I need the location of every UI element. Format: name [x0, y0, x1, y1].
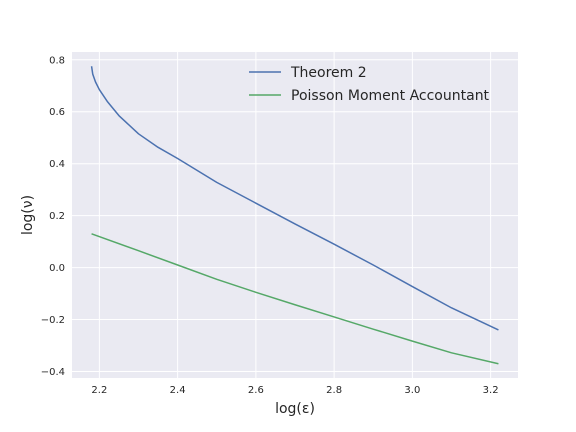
y-tick-label: 0.8	[49, 55, 65, 66]
y-tick-label: 0.0	[49, 263, 65, 274]
y-tick-label: −0.4	[41, 367, 65, 378]
y-tick-labels: −0.4 −0.2 0.0 0.2 0.4 0.6 0.8	[41, 55, 65, 378]
x-tick-label: 3.0	[404, 385, 420, 396]
x-tick-label: 2.4	[170, 385, 186, 396]
grid	[72, 52, 518, 378]
x-tick-label: 3.2	[483, 385, 499, 396]
legend-label-2: Poisson Moment Accountant	[291, 88, 490, 104]
series-layer	[90, 66, 499, 365]
plot-area	[72, 52, 518, 378]
y-tick-label: −0.2	[41, 315, 65, 326]
y-axis-label: log(ν)	[20, 195, 36, 235]
x-tick-label: 2.2	[91, 385, 107, 396]
legend: Theorem 2 Poisson Moment Accountant	[249, 65, 490, 104]
series-line-2	[91, 233, 499, 365]
series-line-1	[90, 66, 499, 331]
y-tick-label: 0.4	[49, 159, 65, 170]
x-tick-labels: 2.2 2.4 2.6 2.8 3.0 3.2	[91, 385, 498, 396]
y-tick-label: 0.2	[49, 211, 65, 222]
x-axis-label: log(ε)	[275, 401, 315, 417]
y-tick-label: 0.6	[49, 107, 65, 118]
legend-label-1: Theorem 2	[290, 65, 367, 81]
x-tick-label: 2.6	[248, 385, 264, 396]
x-tick-label: 2.8	[326, 385, 342, 396]
